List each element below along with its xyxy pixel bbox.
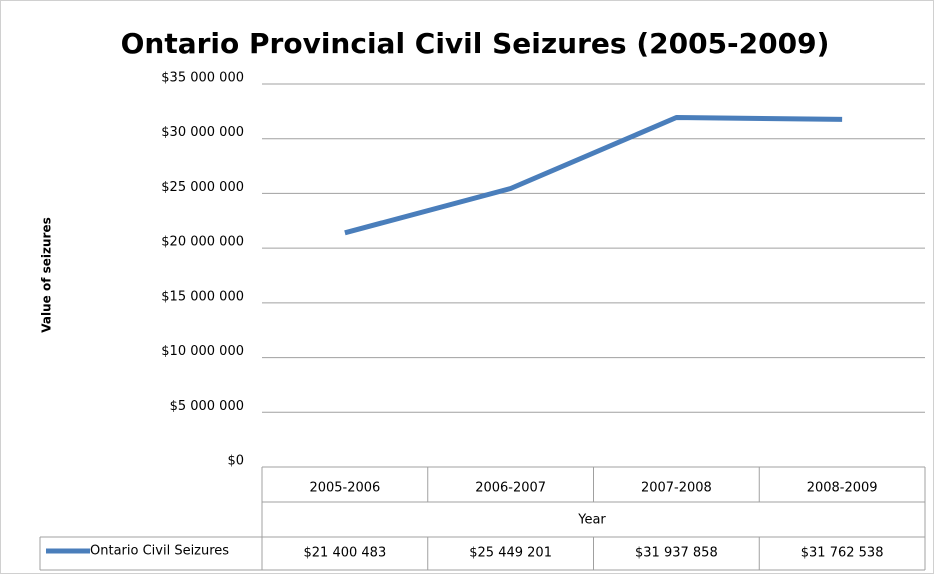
y-tick-label: $15 000 000 <box>161 289 244 304</box>
chart-title: Ontario Provincial Civil Seizures (2005-… <box>121 27 830 60</box>
data-table-value: $31 937 858 <box>635 546 718 561</box>
x-tick-label: 2008-2009 <box>807 481 878 496</box>
legend-label: Ontario Civil Seizures <box>90 544 229 559</box>
x-tick-label: 2006-2007 <box>475 481 546 496</box>
data-table-value: $31 762 538 <box>801 546 884 561</box>
y-tick-label: $5 000 000 <box>170 399 244 414</box>
y-tick-label: $25 000 000 <box>161 180 244 195</box>
y-tick-label: $10 000 000 <box>161 344 244 359</box>
x-axis-label: Year <box>577 513 606 528</box>
data-table-value: $25 449 201 <box>469 546 552 561</box>
data-table-value: $21 400 483 <box>304 546 387 561</box>
y-tick-label: $35 000 000 <box>161 71 244 86</box>
y-axis-label: Value of seizures <box>40 217 54 332</box>
y-tick-label: $0 <box>227 454 244 469</box>
y-tick-label: $20 000 000 <box>161 235 244 250</box>
x-tick-label: 2005-2006 <box>309 481 380 496</box>
series-line <box>344 115 843 236</box>
y-tick-label: $30 000 000 <box>161 125 244 140</box>
x-tick-label: 2007-2008 <box>641 481 712 496</box>
